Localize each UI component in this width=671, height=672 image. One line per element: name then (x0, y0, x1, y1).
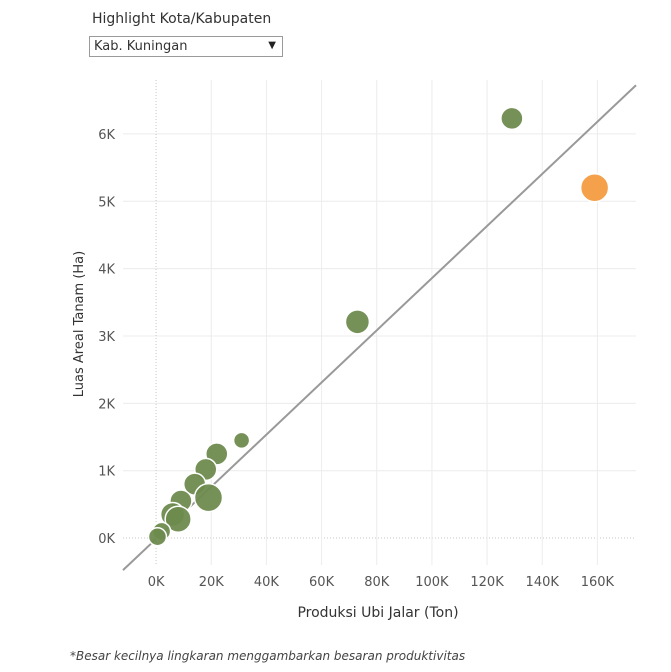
x-axis-ticks: 0K 20K 40K 60K 80K 100K 120K 140K 160K (148, 575, 615, 590)
grid (123, 80, 636, 565)
highlighted-point[interactable] (579, 173, 610, 203)
x-axis-label: Produksi Ubi Jalar (Ton) (297, 605, 458, 621)
x-tick-label: 80K (364, 575, 390, 590)
y-tick-label: 5K (98, 195, 115, 210)
region-dropdown[interactable]: Kab. Kuningan ▼ (89, 36, 283, 57)
filter-label: Highlight Kota/Kabupaten (92, 11, 272, 27)
x-tick-label: 160K (581, 575, 615, 590)
y-tick-label: 0K (98, 532, 115, 547)
x-tick-label: 60K (309, 575, 335, 590)
data-point[interactable] (344, 309, 371, 335)
x-tick-label: 140K (526, 575, 560, 590)
y-tick-label: 3K (98, 330, 115, 345)
data-point[interactable] (193, 482, 224, 513)
data-points (147, 106, 610, 547)
y-tick-label: 2K (98, 397, 115, 412)
x-tick-label: 40K (254, 575, 280, 590)
y-tick-label: 4K (98, 263, 115, 278)
y-axis-ticks: 0K 1K 2K 3K 4K 5K 6K (98, 128, 115, 547)
data-point[interactable] (147, 526, 168, 547)
footnote: *Besar kecilnya lingkaran menggambarkan … (70, 649, 466, 663)
x-tick-label: 20K (199, 575, 225, 590)
chevron-down-icon: ▼ (268, 40, 276, 51)
data-point[interactable] (232, 431, 251, 450)
y-tick-label: 1K (98, 465, 115, 480)
y-tick-label: 6K (98, 128, 115, 143)
x-tick-label: 120K (470, 575, 504, 590)
dropdown-selected-value: Kab. Kuningan (94, 39, 188, 54)
data-point[interactable] (500, 106, 524, 131)
x-tick-label: 100K (415, 575, 449, 590)
data-point[interactable] (164, 505, 192, 533)
y-axis-label: Luas Areal Tanam (Ha) (72, 251, 87, 397)
x-tick-label: 0K (148, 575, 165, 590)
scatter-chart: 0K 1K 2K 3K 4K 5K 6K 0K 20K 40K 60K 80K 100K 120K 140… (72, 80, 637, 621)
